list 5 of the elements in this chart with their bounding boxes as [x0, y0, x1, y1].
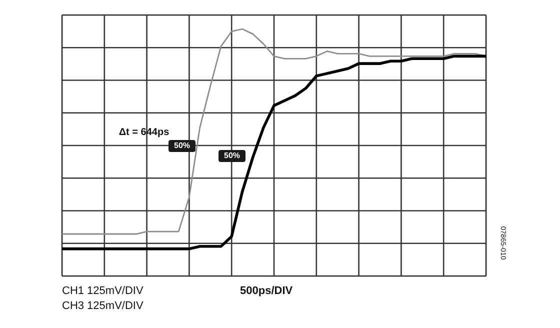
annotation: 50% [174, 141, 190, 150]
text: 500ps/DIV [240, 285, 294, 297]
text: CH1 125mV/DIV [62, 285, 144, 297]
text: CH3 125mV/DIV [62, 300, 144, 312]
annotation: 50% [224, 151, 240, 160]
